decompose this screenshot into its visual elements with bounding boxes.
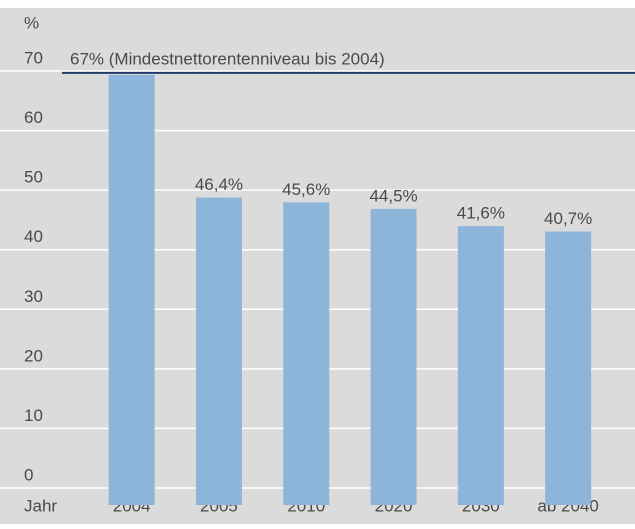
y-tick-label: 70 [24,48,43,67]
y-tick-label: 30 [24,287,43,306]
y-tick-label: 60 [24,108,43,127]
y-axis-label: % [24,13,39,32]
bar [195,197,242,506]
y-tick-label: 0 [24,465,33,484]
bar [457,226,504,505]
reference-label: 67% (Mindestnettorentenniveau bis 2004) [70,49,385,68]
value-label: 41,6% [457,204,505,223]
bar [108,74,155,505]
y-tick-label: 20 [24,346,43,365]
y-tick-label: 40 [24,227,43,246]
y-tick-label: 10 [24,406,43,425]
x-axis-label: Jahr [24,496,57,515]
value-label: 40,7% [544,209,592,228]
value-label: 45,6% [282,180,330,199]
value-label: 44,5% [369,186,417,205]
bar [370,208,417,505]
value-label: 46,4% [195,175,243,194]
y-tick-label: 50 [24,168,43,187]
bar [545,231,592,505]
bar [283,202,330,505]
